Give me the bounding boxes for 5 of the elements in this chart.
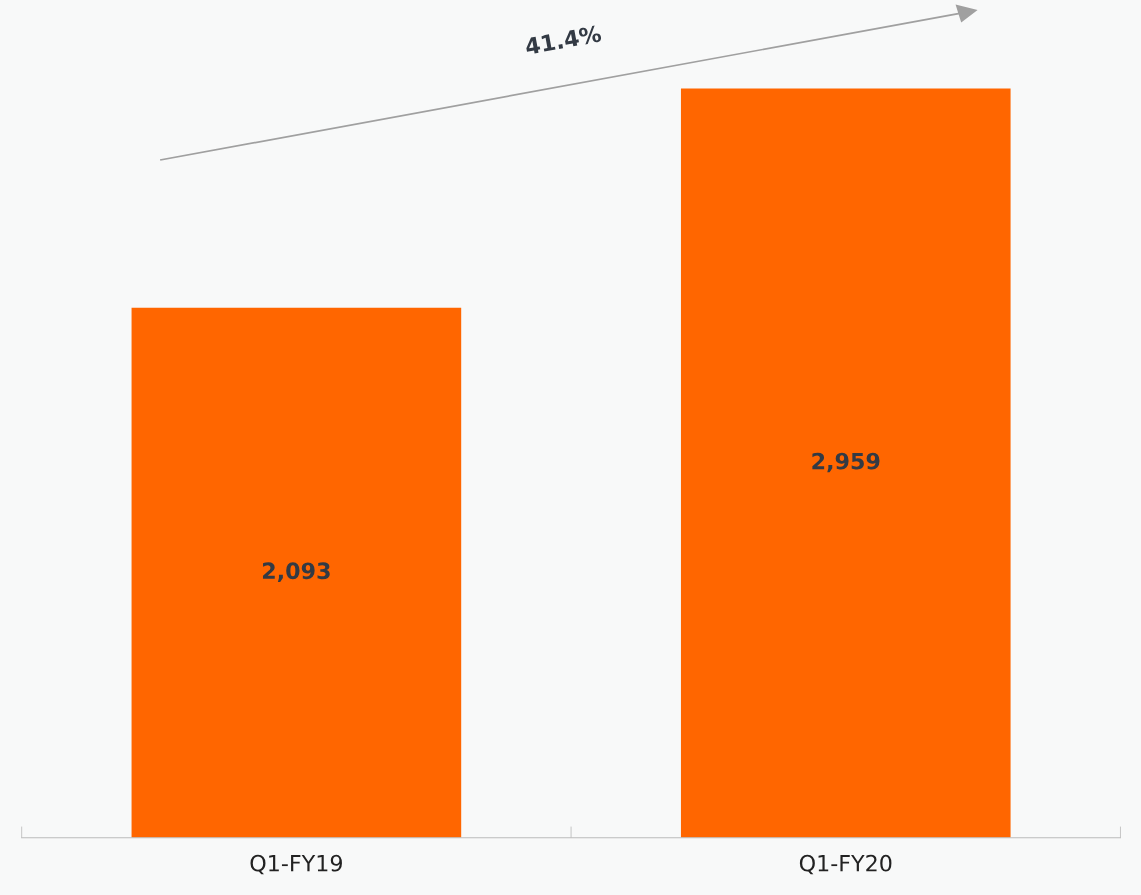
x-tick-label: Q1-FY19 <box>250 854 342 875</box>
text: 41.4% <box>524 24 602 56</box>
x-tick-label: Q1-FY20 <box>799 854 892 875</box>
data-label: 2,959 <box>812 452 880 473</box>
data-label: 2,093 <box>262 562 330 582</box>
